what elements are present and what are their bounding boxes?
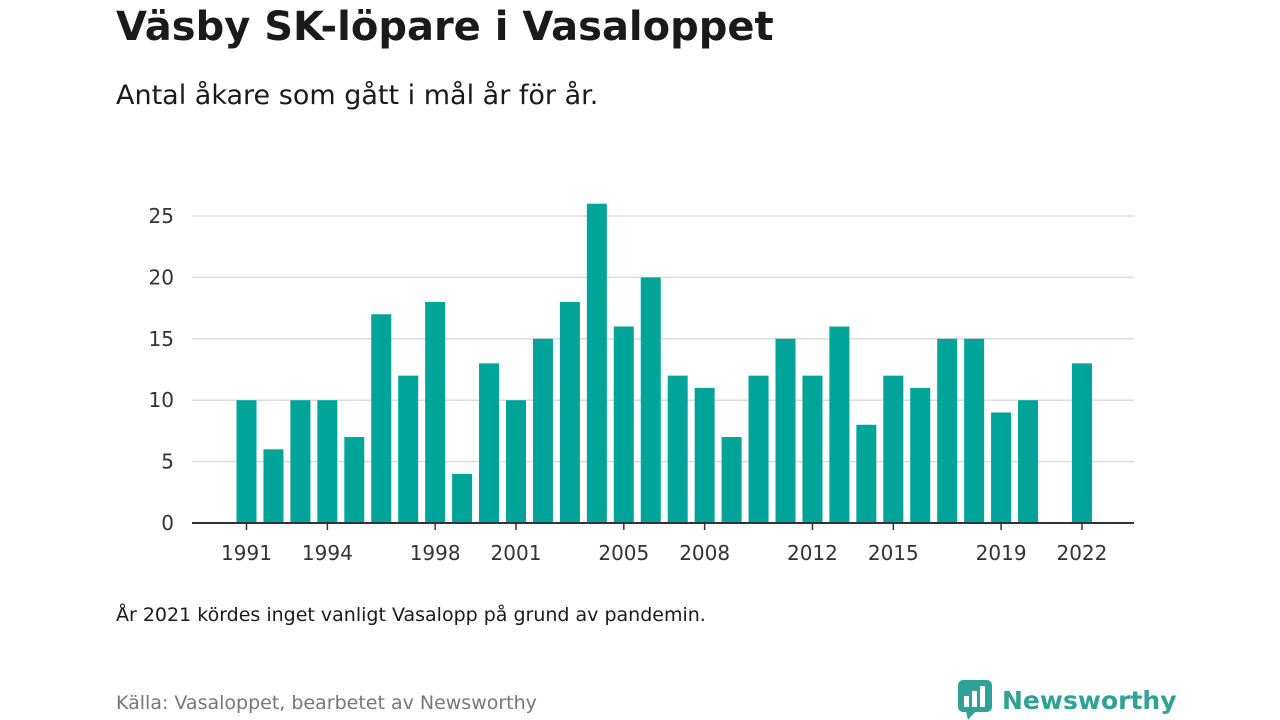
chart-note: År 2021 kördes inget vanligt Vasalopp på… (116, 604, 706, 626)
y-tick-label: 10 (149, 388, 174, 412)
bar (263, 449, 284, 523)
x-tick-label: 2015 (868, 541, 919, 565)
bar (532, 338, 553, 523)
bar (1018, 400, 1039, 523)
bar (748, 375, 769, 523)
y-tick-label: 25 (149, 204, 174, 228)
bar (506, 400, 526, 523)
x-tick-label: 2019 (976, 541, 1027, 565)
bar (829, 326, 850, 523)
bar (236, 400, 257, 523)
x-tick-label: 2005 (598, 541, 649, 565)
bar (964, 338, 985, 523)
bar (398, 375, 419, 523)
y-tick-label: 15 (149, 327, 174, 351)
x-tick-label: 2022 (1056, 541, 1107, 565)
y-tick-label: 0 (161, 511, 174, 535)
bar (344, 437, 365, 523)
bar (425, 301, 446, 523)
chart-title: Väsby SK-löpare i Vasaloppet (116, 4, 774, 50)
bar (910, 387, 931, 523)
x-tick-label: 1998 (410, 541, 461, 565)
bar (667, 375, 688, 523)
bar (937, 338, 958, 523)
bar-chart: 0 5 10 15 20 25 1991 1994 1998 2001 2005 2008 2012 20… (149, 203, 1134, 565)
x-tick-label: 1994 (302, 541, 353, 565)
x-tick-label: 2008 (679, 541, 730, 565)
bar (290, 400, 311, 523)
chart-subtitle: Antal åkare som gått i mål år för år. (116, 80, 599, 111)
bar (317, 400, 338, 523)
x-tick-label: 1991 (221, 541, 272, 565)
bar (586, 203, 607, 523)
bar (775, 338, 796, 523)
newsworthy-logo-icon (958, 680, 992, 720)
bar (1071, 363, 1092, 523)
bar (991, 412, 1012, 523)
newsworthy-name: Newsworthy (1002, 685, 1177, 715)
bar (856, 424, 877, 523)
bar (452, 473, 473, 523)
bar (721, 437, 742, 523)
bar (802, 375, 823, 523)
bar (613, 326, 634, 523)
bar (640, 277, 661, 523)
bar (883, 375, 904, 523)
x-tick-label: 2012 (787, 541, 838, 565)
newsworthy-brand[interactable]: Newsworthy (958, 680, 1177, 720)
source-credit: Källa: Vasaloppet, bearbetet av Newswort… (116, 692, 537, 714)
y-tick-label: 5 (161, 450, 174, 474)
x-tick-label: 2001 (491, 541, 542, 565)
y-tick-label: 20 (149, 265, 174, 289)
bar (559, 301, 580, 523)
bar (371, 314, 392, 523)
bar (479, 363, 500, 523)
bar (694, 387, 715, 523)
